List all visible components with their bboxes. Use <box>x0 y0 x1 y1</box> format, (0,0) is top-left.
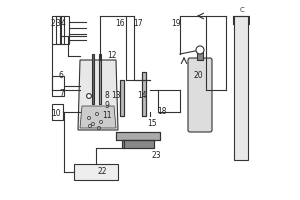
Bar <box>99 54 100 104</box>
Bar <box>122 140 154 148</box>
FancyBboxPatch shape <box>188 58 212 132</box>
Text: 23: 23 <box>151 152 161 160</box>
Text: 20: 20 <box>193 72 203 80</box>
Bar <box>142 72 146 116</box>
Text: 22: 22 <box>97 168 107 176</box>
Bar <box>116 132 160 140</box>
Bar <box>56 16 64 44</box>
Bar <box>61 16 69 44</box>
Bar <box>52 104 63 120</box>
Text: 16: 16 <box>115 20 125 28</box>
Bar <box>120 80 124 116</box>
Polygon shape <box>80 106 116 128</box>
Text: 2: 2 <box>50 20 55 28</box>
Text: 9: 9 <box>105 102 110 110</box>
Bar <box>116 132 160 140</box>
Bar <box>120 80 124 116</box>
Bar <box>74 164 118 180</box>
Bar <box>197 52 203 60</box>
Text: 17: 17 <box>133 20 143 28</box>
Bar <box>142 72 146 116</box>
Text: 7: 7 <box>60 90 64 98</box>
Circle shape <box>196 46 204 54</box>
Text: 15: 15 <box>147 119 157 129</box>
Bar <box>52 16 60 44</box>
Text: 10: 10 <box>51 110 61 118</box>
Bar <box>92 54 94 104</box>
Bar <box>52 76 64 96</box>
Circle shape <box>87 94 92 98</box>
Text: 6: 6 <box>58 72 63 80</box>
Text: 11: 11 <box>102 112 112 120</box>
Bar <box>234 16 248 160</box>
Text: 12: 12 <box>107 51 117 60</box>
Text: 18: 18 <box>157 108 167 116</box>
Polygon shape <box>78 60 118 130</box>
Text: 3: 3 <box>55 20 60 28</box>
Text: 14: 14 <box>137 92 147 100</box>
Text: 4: 4 <box>61 20 65 28</box>
Text: 13: 13 <box>111 92 121 100</box>
Text: 8: 8 <box>105 92 110 100</box>
Bar <box>122 140 154 148</box>
Text: C: C <box>240 7 244 13</box>
Text: 19: 19 <box>171 20 181 28</box>
